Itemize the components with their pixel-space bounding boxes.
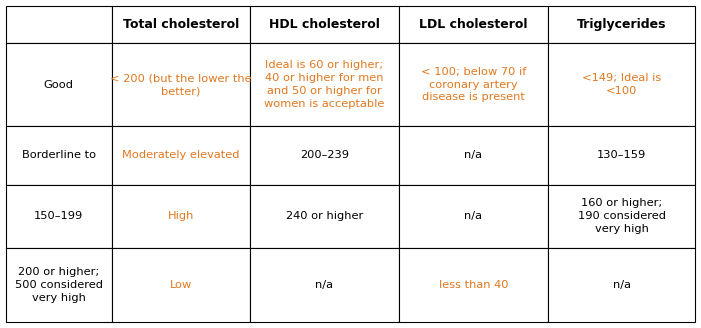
Text: Low: Low — [170, 280, 192, 290]
Text: <149; Ideal is
<100: <149; Ideal is <100 — [582, 73, 661, 96]
Bar — [112, 6, 250, 43]
Text: 200–239: 200–239 — [300, 150, 349, 160]
Bar — [112, 185, 250, 248]
Text: 240 or higher: 240 or higher — [286, 211, 363, 221]
Bar — [250, 248, 399, 322]
Text: 130–159: 130–159 — [597, 150, 646, 160]
Bar — [6, 43, 112, 126]
Bar — [6, 6, 112, 43]
Text: LDL cholesterol: LDL cholesterol — [419, 18, 528, 31]
Text: Good: Good — [43, 80, 74, 90]
Text: 200 or higher;
500 considered
very high: 200 or higher; 500 considered very high — [15, 267, 103, 303]
Bar — [6, 126, 112, 185]
Bar — [399, 126, 547, 185]
Bar — [250, 126, 399, 185]
Text: 150–199: 150–199 — [34, 211, 83, 221]
Text: Borderline to: Borderline to — [22, 150, 96, 160]
Bar — [112, 43, 250, 126]
Text: n/a: n/a — [464, 150, 482, 160]
Bar — [399, 43, 547, 126]
Bar — [250, 6, 399, 43]
Bar — [547, 185, 695, 248]
Bar — [399, 6, 547, 43]
Bar — [250, 185, 399, 248]
Text: 160 or higher;
190 considered
very high: 160 or higher; 190 considered very high — [578, 198, 665, 234]
Text: Ideal is 60 or higher;
40 or higher for men
and 50 or higher for
women is accept: Ideal is 60 or higher; 40 or higher for … — [264, 60, 384, 109]
Text: n/a: n/a — [315, 280, 333, 290]
Bar — [547, 126, 695, 185]
Text: High: High — [168, 211, 194, 221]
Text: HDL cholesterol: HDL cholesterol — [269, 18, 380, 31]
Bar — [547, 248, 695, 322]
Bar — [6, 185, 112, 248]
Bar — [399, 248, 547, 322]
Bar — [250, 43, 399, 126]
Bar — [547, 43, 695, 126]
Text: < 100; below 70 if
coronary artery
disease is present: < 100; below 70 if coronary artery disea… — [421, 67, 526, 102]
Text: Moderately elevated: Moderately elevated — [122, 150, 240, 160]
Bar — [112, 126, 250, 185]
Text: < 200 (but the lower the
better): < 200 (but the lower the better) — [110, 73, 252, 96]
Bar — [112, 248, 250, 322]
Bar — [547, 6, 695, 43]
Text: less than 40: less than 40 — [439, 280, 508, 290]
Text: Triglycerides: Triglycerides — [577, 18, 667, 31]
Text: n/a: n/a — [464, 211, 482, 221]
Text: n/a: n/a — [613, 280, 631, 290]
Text: Total cholesterol: Total cholesterol — [123, 18, 239, 31]
Bar — [399, 185, 547, 248]
Bar — [6, 248, 112, 322]
